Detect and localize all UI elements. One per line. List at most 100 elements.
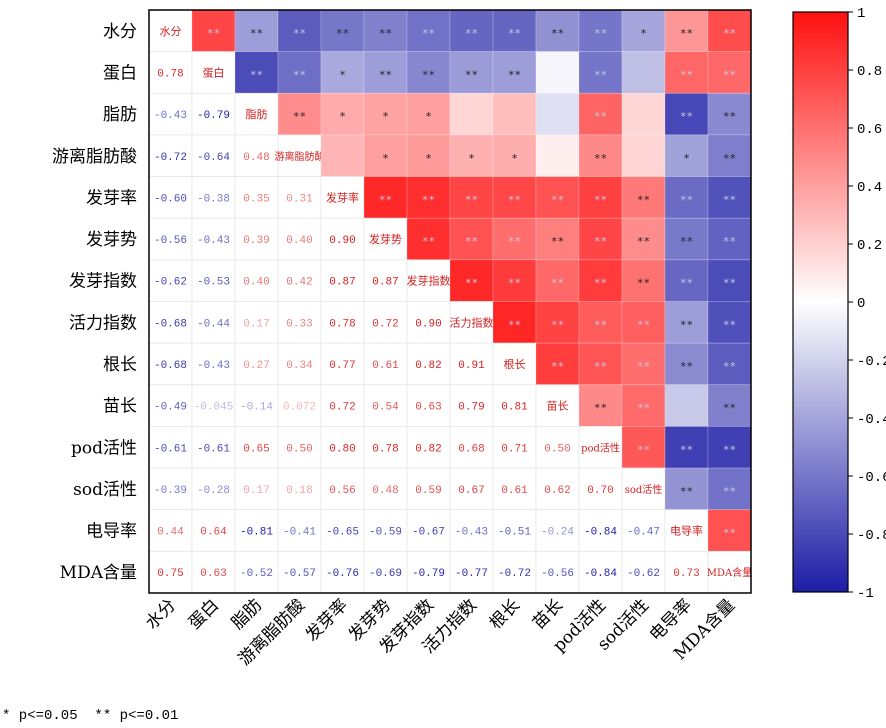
significance-stars: * xyxy=(425,110,432,123)
row-label: 苗长 xyxy=(103,397,137,417)
lower-cell xyxy=(363,550,408,594)
lower-cell xyxy=(320,550,365,594)
significance-stars: ** xyxy=(293,27,306,40)
correlation-value: 0.72 xyxy=(372,318,398,330)
heatmap-cell xyxy=(621,217,666,261)
lower-cell xyxy=(234,384,279,427)
lower-cell xyxy=(320,342,365,386)
correlation-value: -0.72 xyxy=(498,568,531,580)
heatmap-cell xyxy=(363,51,408,94)
correlation-value: 0.50 xyxy=(544,443,570,455)
diagonal-label: 发芽率 xyxy=(326,190,359,204)
significance-stars: ** xyxy=(594,318,607,331)
lower-cell xyxy=(363,301,408,344)
lower-cell xyxy=(406,384,451,427)
lower-cell xyxy=(277,426,322,469)
correlation-value: -0.43 xyxy=(197,360,230,372)
heatmap-cell xyxy=(449,217,494,261)
diagonal-cell xyxy=(406,259,451,302)
correlation-value: 0.78 xyxy=(372,443,398,455)
row-label: 发芽指数 xyxy=(69,272,137,292)
lower-cell xyxy=(320,467,365,511)
lower-cell xyxy=(191,259,236,302)
significance-stars: ** xyxy=(723,527,736,540)
lower-cell xyxy=(191,342,236,386)
correlation-value: -0.79 xyxy=(412,568,445,580)
correlation-value: -0.56 xyxy=(154,235,187,247)
correlation-value: 0.63 xyxy=(200,568,226,580)
colorbar-tick-label: 0.8 xyxy=(857,64,882,80)
correlation-value: -0.81 xyxy=(240,527,273,539)
correlation-value: 0.35 xyxy=(243,193,269,205)
lower-cell xyxy=(320,426,365,469)
lower-cell xyxy=(449,509,494,552)
significance-stars: ** xyxy=(465,27,478,40)
lower-cell xyxy=(148,259,193,302)
significance-stars: * xyxy=(683,152,690,165)
diagonal-cell xyxy=(492,342,537,386)
significance-stars: ** xyxy=(680,277,693,290)
correlation-value: 0.17 xyxy=(243,485,269,497)
correlation-value: 0.77 xyxy=(329,360,355,372)
colorbar-tick-label: 0.6 xyxy=(857,122,882,138)
heatmap-cell xyxy=(621,259,666,302)
significance-stars: ** xyxy=(637,360,650,373)
diagonal-label: sod活性 xyxy=(625,483,663,496)
heatmap-cell xyxy=(664,426,709,469)
significance-stars: ** xyxy=(637,235,650,248)
correlation-value: -0.79 xyxy=(197,110,230,122)
lower-cell xyxy=(578,467,623,511)
correlation-value: 0.62 xyxy=(544,485,570,497)
lower-cell xyxy=(535,467,580,511)
lower-cell xyxy=(277,509,322,552)
lower-cell xyxy=(492,509,537,552)
heatmap-cell xyxy=(449,134,494,177)
correlation-value: -0.62 xyxy=(627,568,660,580)
heatmap-cell xyxy=(449,259,494,302)
lower-cell xyxy=(148,384,193,427)
lower-cell xyxy=(492,384,537,427)
correlation-value: -0.61 xyxy=(197,443,230,455)
significance-stars: ** xyxy=(465,277,478,290)
correlation-value: 0.27 xyxy=(243,360,269,372)
significance-stars: ** xyxy=(508,68,521,81)
significance-stars: ** xyxy=(637,402,650,415)
correlation-value: 0.40 xyxy=(286,235,312,247)
heatmap-cell xyxy=(707,301,752,344)
lower-cell xyxy=(191,176,236,219)
significance-stars: * xyxy=(339,68,346,81)
significance-stars: ** xyxy=(508,27,521,40)
lower-cell xyxy=(277,550,322,594)
significance-stars: ** xyxy=(723,68,736,81)
significance-stars: ** xyxy=(293,68,306,81)
colorbar-tick-label: 0.4 xyxy=(857,180,882,196)
correlation-value: -0.43 xyxy=(154,110,187,122)
heatmap-cell xyxy=(664,217,709,261)
heatmap-cell xyxy=(406,134,451,177)
significance-stars: ** xyxy=(551,277,564,290)
significance-stars: ** xyxy=(680,27,693,40)
significance-stars: ** xyxy=(293,110,306,123)
lower-cell xyxy=(320,217,365,261)
colorbar-tick-label: 0 xyxy=(857,296,865,312)
heatmap-cell xyxy=(621,9,666,53)
diagonal-label: 电导率 xyxy=(670,524,703,538)
diagonal-cell xyxy=(535,384,580,427)
lower-cell xyxy=(578,550,623,594)
heatmap-cell xyxy=(234,51,279,94)
significance-stars: ** xyxy=(551,318,564,331)
significance-stars: * xyxy=(511,152,518,165)
lower-cell xyxy=(191,301,236,344)
correlation-value: -0.53 xyxy=(197,277,230,289)
row-label: 电导率 xyxy=(86,522,137,542)
heatmap-cell xyxy=(664,51,709,94)
significance-stars: ** xyxy=(723,360,736,373)
correlation-value: 0.48 xyxy=(372,485,398,497)
lower-cell xyxy=(148,92,193,136)
heatmap-cell xyxy=(707,509,752,552)
correlation-value: 0.75 xyxy=(157,568,183,580)
heatmap-cell xyxy=(578,301,623,344)
significance-stars: ** xyxy=(508,235,521,248)
correlation-value: 0.17 xyxy=(243,318,269,330)
diagonal-label: 水分 xyxy=(160,25,182,38)
